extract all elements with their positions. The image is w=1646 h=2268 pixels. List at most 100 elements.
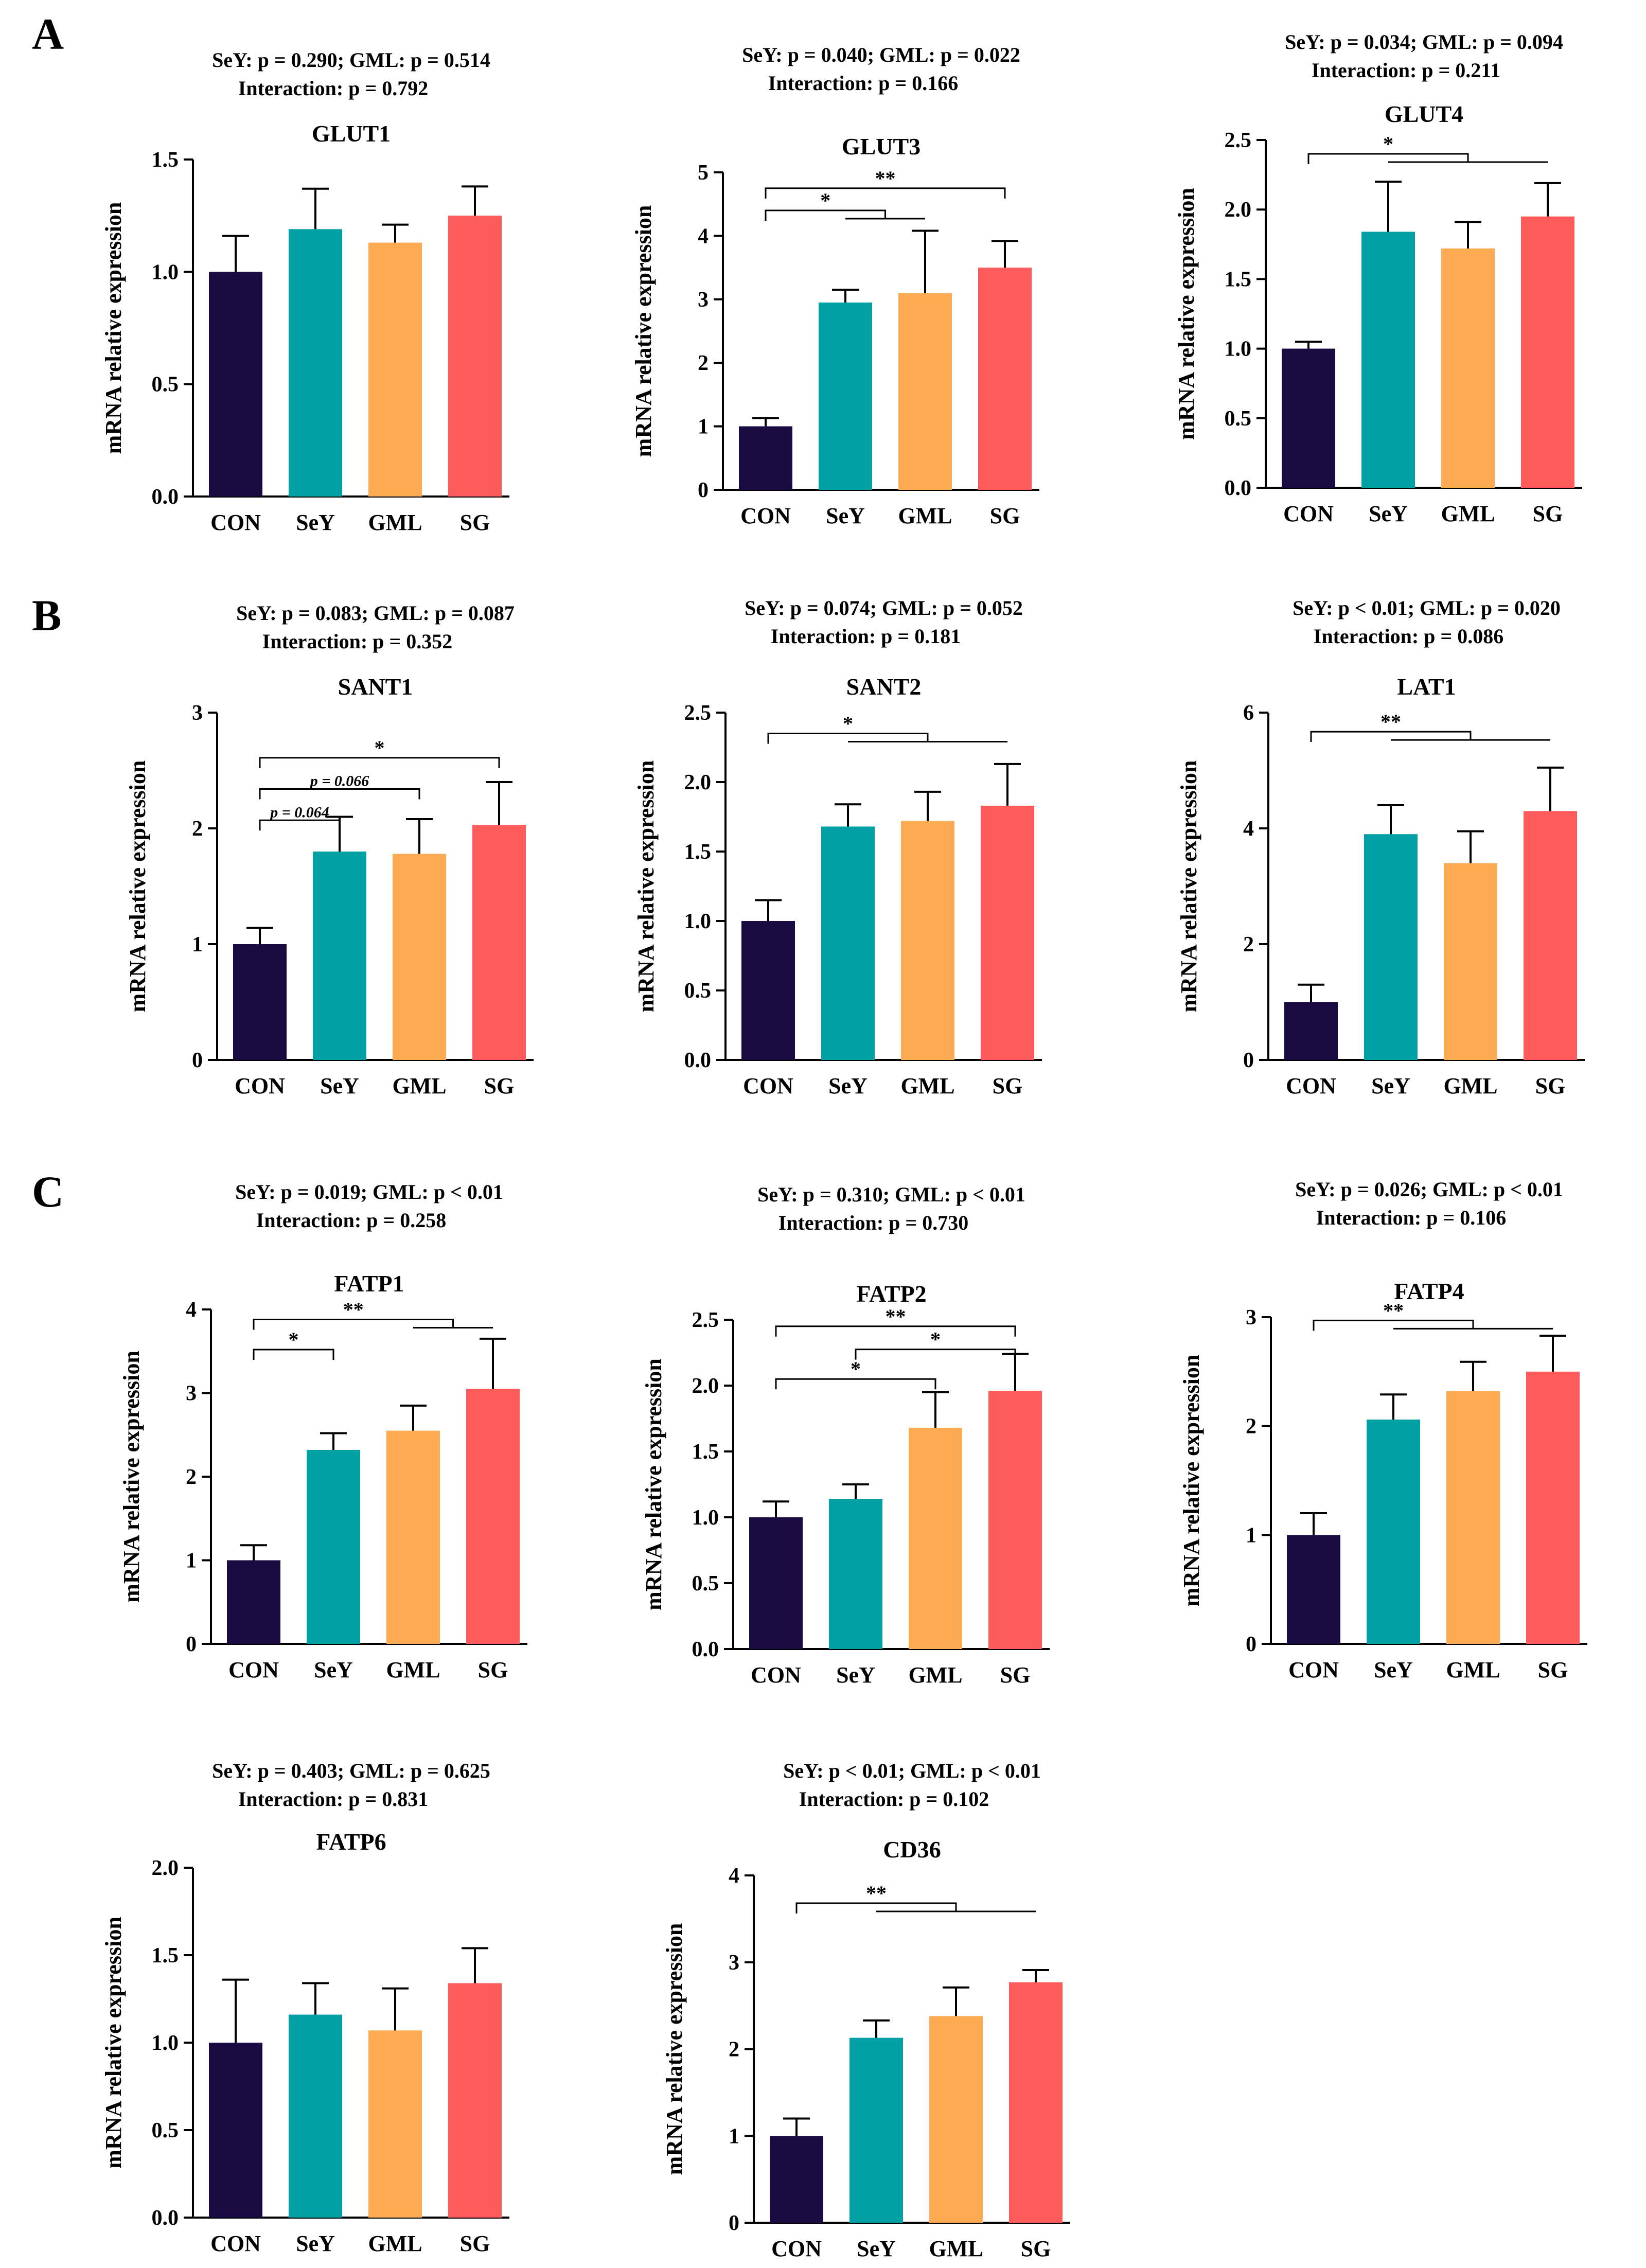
x-tick-label: CON <box>1288 1657 1339 1682</box>
y-tick-label: 2.0 <box>692 1374 719 1398</box>
stats-line-2: Interaction: p = 0.792 <box>238 77 428 100</box>
y-tick-label: 0.5 <box>152 373 179 397</box>
x-tick-label: SG <box>460 2231 490 2256</box>
bar-con <box>1287 1535 1340 1644</box>
bar-sey <box>1364 834 1418 1060</box>
stats-line-1: SeY: p < 0.01; GML: p < 0.01 <box>783 1759 1041 1782</box>
stats-line-1: SeY: p = 0.290; GML: p = 0.514 <box>212 48 490 72</box>
significance-bracket: ** <box>1313 1299 1553 1331</box>
bar-gml <box>898 293 952 490</box>
bar-con <box>227 1560 280 1644</box>
chart-title: SANT2 <box>846 674 922 700</box>
chart-title: GLUT3 <box>842 133 921 160</box>
significance-bracket: * <box>855 1328 1016 1360</box>
x-tick-label: SeY <box>1374 1657 1413 1682</box>
stats-line-1: SeY: p = 0.019; GML: p < 0.01 <box>235 1180 503 1203</box>
chart-glut4: SeY: p = 0.034; GML: p = 0.094 Interactio… <box>1174 30 1582 526</box>
significance-bracket: * <box>765 189 925 221</box>
y-tick-label: 0.0 <box>152 2206 179 2230</box>
bar-gml <box>386 1430 440 1644</box>
y-tick-label: 1.5 <box>692 1440 719 1464</box>
y-axis-label: mRNA relative expression <box>1174 188 1199 440</box>
x-tick-label: GML <box>368 510 422 535</box>
significance-label: ** <box>1383 1299 1404 1322</box>
y-tick-label: 2.0 <box>684 771 712 794</box>
chart-lat1: SeY: p < 0.01; GML: p = 0.020 Interaction… <box>1176 596 1585 1098</box>
chart-fatp2: SeY: p = 0.310; GML: p < 0.01 Interaction… <box>641 1183 1050 1688</box>
stats-line-1: SeY: p = 0.403; GML: p = 0.625 <box>212 1759 490 1782</box>
x-tick-label: GML <box>898 503 952 528</box>
y-tick-label: 2 <box>1243 933 1254 956</box>
stats-line-1: SeY: p = 0.034; GML: p = 0.094 <box>1285 30 1563 54</box>
x-tick-label: CON <box>740 503 791 528</box>
y-tick-label: 1 <box>729 2124 739 2148</box>
y-tick-label: 3 <box>186 1382 197 1406</box>
bar-sg <box>988 1391 1042 1649</box>
y-tick-label: 3 <box>729 1951 739 1975</box>
x-tick-label: GML <box>1441 501 1495 526</box>
x-tick-label: CON <box>210 510 261 535</box>
significance-bracket: p = 0.064 <box>259 804 341 831</box>
y-tick-label: 3 <box>1246 1306 1256 1330</box>
stats-line-1: SeY: p = 0.083; GML: p = 0.087 <box>236 601 515 625</box>
y-tick-label: 2.0 <box>1225 198 1252 222</box>
x-tick-label: SG <box>484 1073 515 1098</box>
x-tick-label: SeY <box>296 510 335 535</box>
y-tick-label: 5 <box>698 161 709 185</box>
y-tick-label: 1.0 <box>152 2031 179 2055</box>
bar-gml <box>909 1427 962 1649</box>
y-tick-label: 1.5 <box>152 1944 179 1968</box>
y-tick-label: 0 <box>1243 1049 1254 1072</box>
stats-line-2: Interaction: p = 0.106 <box>1316 1206 1506 1229</box>
bar-gml <box>393 854 446 1060</box>
x-tick-label: SG <box>993 1073 1023 1098</box>
stats-line-2: Interaction: p = 0.352 <box>262 630 452 653</box>
bar-sey <box>289 2014 342 2218</box>
y-tick-label: 1 <box>1246 1523 1256 1547</box>
chart-title: FATP2 <box>856 1281 926 1307</box>
significance-label: p = 0.066 <box>309 773 369 790</box>
bar-sey <box>829 1499 882 1649</box>
chart-title: CD36 <box>883 1836 941 1863</box>
bar-sey <box>1361 232 1415 488</box>
stats-line-1: SeY: p = 0.310; GML: p < 0.01 <box>757 1183 1025 1206</box>
bar-sg <box>1524 811 1577 1060</box>
y-tick-label: 1.0 <box>692 1506 719 1530</box>
significance-bracket: * <box>1307 132 1548 165</box>
bar-gml <box>1444 863 1497 1060</box>
x-tick-label: SeY <box>857 2236 896 2261</box>
y-axis-label: mRNA relative expression <box>633 760 659 1013</box>
x-tick-label: GML <box>386 1657 440 1682</box>
y-tick-label: 4 <box>729 1864 739 1888</box>
x-tick-label: CON <box>771 2236 822 2261</box>
bar-con <box>739 426 792 490</box>
bar-gml <box>1446 1391 1500 1644</box>
significance-label: ** <box>1380 710 1401 733</box>
x-tick-label: SG <box>990 503 1020 528</box>
y-axis-label: mRNA relative expression <box>631 205 656 457</box>
bar-con <box>233 944 287 1060</box>
bar-sg <box>1009 1982 1063 2223</box>
y-tick-label: 3 <box>192 701 203 725</box>
y-tick-label: 2.5 <box>692 1308 719 1332</box>
chart-title: LAT1 <box>1397 674 1456 700</box>
y-tick-label: 3 <box>698 288 709 312</box>
y-tick-label: 4 <box>186 1298 197 1322</box>
y-tick-label: 2.5 <box>684 701 712 725</box>
significance-label: * <box>289 1328 299 1351</box>
significance-bracket: ** <box>765 167 1006 199</box>
significance-label: * <box>843 712 853 735</box>
chart-fatp1: SeY: p = 0.019; GML: p < 0.01 Interaction… <box>119 1180 527 1682</box>
bar-gml <box>929 2016 983 2223</box>
x-tick-label: CON <box>1283 501 1334 526</box>
y-tick-label: 1 <box>698 415 709 439</box>
x-tick-label: GML <box>1443 1073 1497 1098</box>
chart-title: FATP1 <box>334 1270 404 1297</box>
y-tick-label: 2 <box>698 351 709 375</box>
y-tick-label: 0.0 <box>684 1049 712 1072</box>
x-tick-label: SeY <box>1369 501 1408 526</box>
x-tick-label: SeY <box>826 503 865 528</box>
significance-label: * <box>930 1328 941 1351</box>
chart-title: GLUT4 <box>1385 101 1463 127</box>
